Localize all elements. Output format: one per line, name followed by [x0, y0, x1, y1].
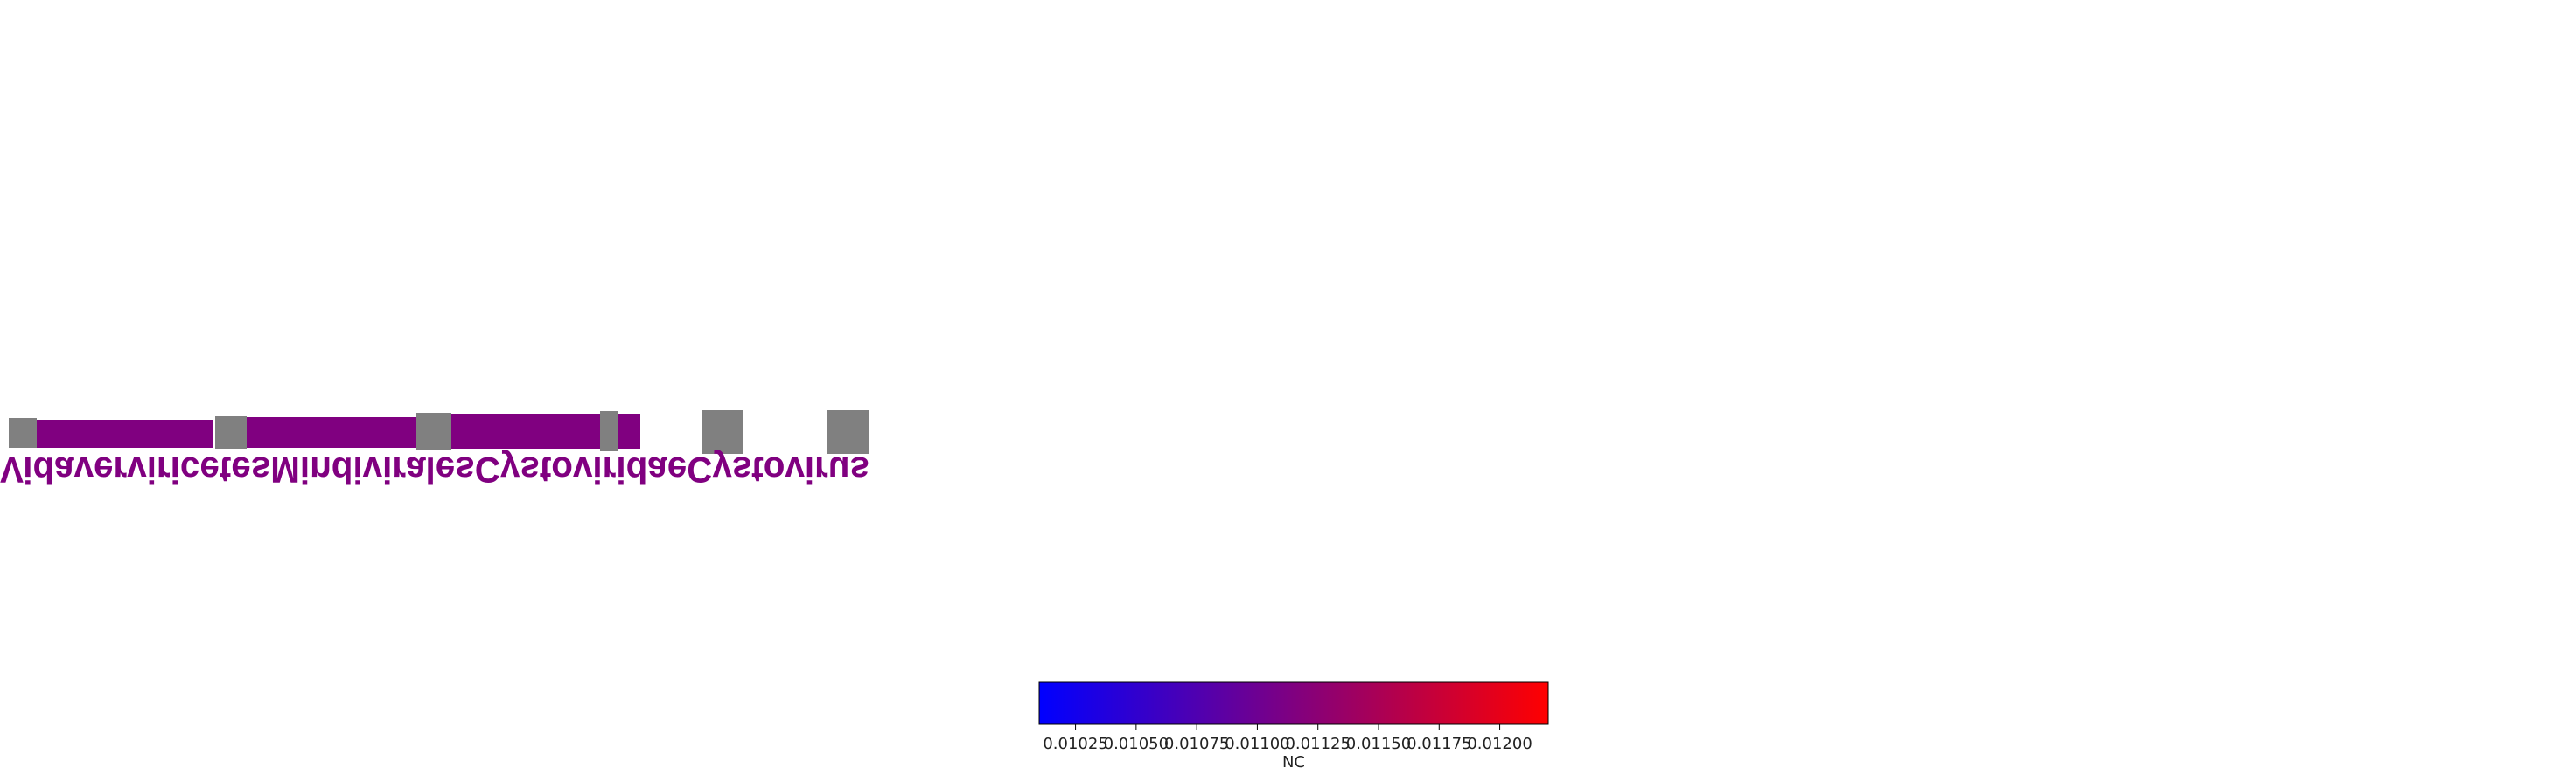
colorbar-tick-label: 0.01075	[1164, 735, 1229, 753]
bar-gray-cell	[827, 410, 869, 454]
colorbar-tick-label: 0.01150	[1346, 735, 1411, 753]
colorbar-tick-label: 0.01125	[1285, 735, 1350, 753]
colorbar-tick-label: 0.01100	[1225, 735, 1289, 753]
bar-cystovirus	[37, 420, 213, 448]
taxon-label-0: Vidaverviricetes	[0, 450, 270, 491]
colorbar-ticks: 0.010250.010500.010750.011000.011250.011…	[1043, 724, 1532, 753]
bar-gray-cell	[702, 410, 743, 454]
colorbar-tick-label: 0.01025	[1043, 735, 1107, 753]
colorbar-label: NC	[1282, 753, 1305, 772]
taxon-label-2: Cystoviridae	[475, 450, 687, 491]
bar-gray-cell	[416, 413, 451, 450]
colorbar-tick-label: 0.01200	[1467, 735, 1532, 753]
bar-gray-cell	[600, 411, 618, 451]
colorbar-tick-label: 0.01050	[1104, 735, 1169, 753]
taxonomy-bars	[9, 410, 869, 454]
bar-cystoviridae	[247, 417, 430, 448]
taxon-label-1: Mindivirales	[270, 450, 475, 491]
bar-gray-cell	[9, 418, 37, 448]
svg-text:VidaverviricetesMindiviralesCy: VidaverviricetesMindiviralesCystoviridae…	[0, 450, 869, 491]
colorbar: 0.010250.010500.010750.011000.011250.011…	[1038, 681, 1549, 772]
taxon-label-3: Cystovirus	[687, 450, 869, 491]
colorbar-tick-label: 0.01175	[1407, 735, 1471, 753]
bar-gray-cell	[215, 416, 247, 449]
colorbar-gradient	[1038, 681, 1549, 725]
taxon-labels: VidaverviricetesMindiviralesCystoviridae…	[0, 450, 869, 491]
